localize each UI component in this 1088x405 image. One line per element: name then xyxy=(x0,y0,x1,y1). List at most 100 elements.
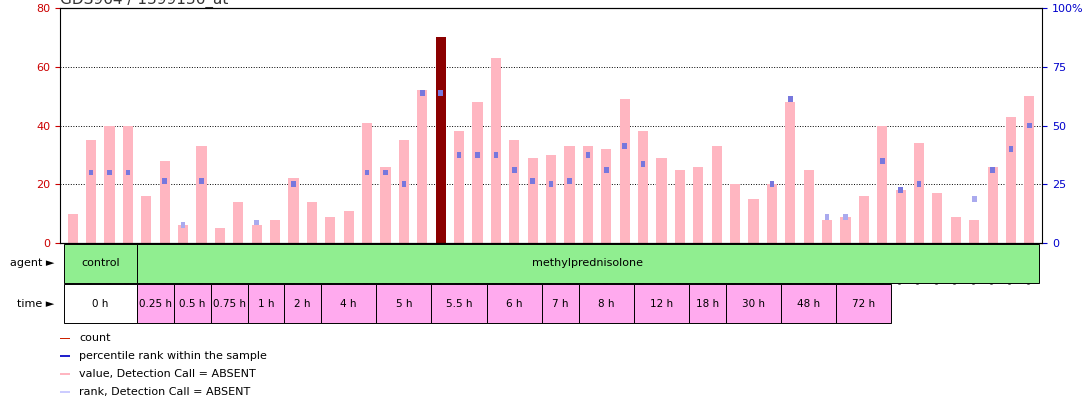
Text: agent ►: agent ► xyxy=(10,258,54,268)
Bar xyxy=(284,284,321,323)
Text: 0.75 h: 0.75 h xyxy=(212,299,246,309)
Bar xyxy=(914,143,924,243)
Bar xyxy=(288,178,298,243)
Bar xyxy=(417,90,428,243)
Bar xyxy=(837,284,891,323)
Bar xyxy=(63,244,137,283)
Bar xyxy=(86,140,96,243)
Bar xyxy=(181,222,185,228)
Bar xyxy=(60,356,71,357)
Bar xyxy=(454,131,465,243)
Bar xyxy=(675,170,685,243)
Text: 0 h: 0 h xyxy=(92,299,109,309)
Bar xyxy=(1009,146,1013,152)
Bar xyxy=(60,373,71,375)
Bar xyxy=(141,196,151,243)
Bar xyxy=(1006,117,1016,243)
Bar xyxy=(880,158,885,164)
Bar xyxy=(1025,96,1035,243)
Bar xyxy=(197,146,207,243)
Bar xyxy=(60,338,71,339)
Bar xyxy=(199,178,203,184)
Bar xyxy=(137,284,174,323)
Bar xyxy=(307,202,317,243)
Text: methylprednisolone: methylprednisolone xyxy=(532,258,643,268)
Bar xyxy=(292,181,296,187)
Text: control: control xyxy=(81,258,120,268)
Bar xyxy=(969,220,979,243)
Bar xyxy=(420,90,424,96)
Bar xyxy=(376,284,432,323)
Text: 6 h: 6 h xyxy=(506,299,522,309)
Bar xyxy=(435,37,446,243)
Bar xyxy=(178,225,188,243)
Text: 8 h: 8 h xyxy=(598,299,615,309)
Text: rank, Detection Call = ABSENT: rank, Detection Call = ABSENT xyxy=(79,387,250,397)
Bar xyxy=(548,181,554,187)
Text: 48 h: 48 h xyxy=(798,299,820,309)
Bar xyxy=(67,214,77,243)
Text: 4 h: 4 h xyxy=(341,299,357,309)
Bar xyxy=(712,146,721,243)
Text: 5.5 h: 5.5 h xyxy=(446,299,472,309)
Bar xyxy=(565,146,574,243)
Bar xyxy=(843,214,848,220)
Bar xyxy=(825,214,829,220)
Bar xyxy=(475,152,480,158)
Bar xyxy=(509,140,519,243)
Bar xyxy=(362,123,372,243)
Bar xyxy=(364,170,369,175)
Bar xyxy=(123,126,133,243)
Bar xyxy=(585,152,590,158)
Bar xyxy=(932,193,942,243)
Bar xyxy=(251,225,262,243)
Bar xyxy=(693,167,703,243)
Bar xyxy=(486,284,542,323)
Bar xyxy=(730,184,740,243)
Bar xyxy=(270,220,280,243)
Bar xyxy=(399,140,409,243)
Bar xyxy=(494,152,498,158)
Bar xyxy=(546,155,556,243)
Bar xyxy=(512,167,517,173)
Bar xyxy=(804,170,814,243)
Bar xyxy=(619,99,630,243)
Bar xyxy=(432,284,486,323)
Bar xyxy=(383,170,387,175)
Text: count: count xyxy=(79,333,111,343)
Bar xyxy=(63,284,137,323)
Bar xyxy=(769,181,775,187)
Bar xyxy=(622,143,627,149)
Bar xyxy=(325,217,335,243)
Bar xyxy=(1027,123,1031,128)
Bar xyxy=(255,220,259,225)
Bar xyxy=(972,196,977,202)
Bar xyxy=(344,211,354,243)
Bar xyxy=(877,126,888,243)
Bar xyxy=(89,170,94,175)
Bar xyxy=(899,187,903,193)
Bar xyxy=(530,178,535,184)
Bar xyxy=(174,284,211,323)
Bar xyxy=(247,284,284,323)
Bar xyxy=(472,102,483,243)
Text: percentile rank within the sample: percentile rank within the sample xyxy=(79,351,267,361)
Text: GDS964 / 1399136_at: GDS964 / 1399136_at xyxy=(60,0,228,8)
Text: 18 h: 18 h xyxy=(696,299,719,309)
Text: 0.25 h: 0.25 h xyxy=(139,299,172,309)
Bar xyxy=(781,284,837,323)
Bar xyxy=(583,146,593,243)
Bar xyxy=(108,170,112,175)
Bar xyxy=(438,90,443,96)
Bar xyxy=(895,190,905,243)
Bar xyxy=(951,217,961,243)
Bar xyxy=(634,284,689,323)
Bar xyxy=(840,217,851,243)
Bar xyxy=(160,161,170,243)
Bar xyxy=(162,178,166,184)
Bar xyxy=(726,284,781,323)
Bar xyxy=(579,284,634,323)
Bar xyxy=(767,184,777,243)
Bar xyxy=(641,161,645,167)
Bar xyxy=(858,196,869,243)
